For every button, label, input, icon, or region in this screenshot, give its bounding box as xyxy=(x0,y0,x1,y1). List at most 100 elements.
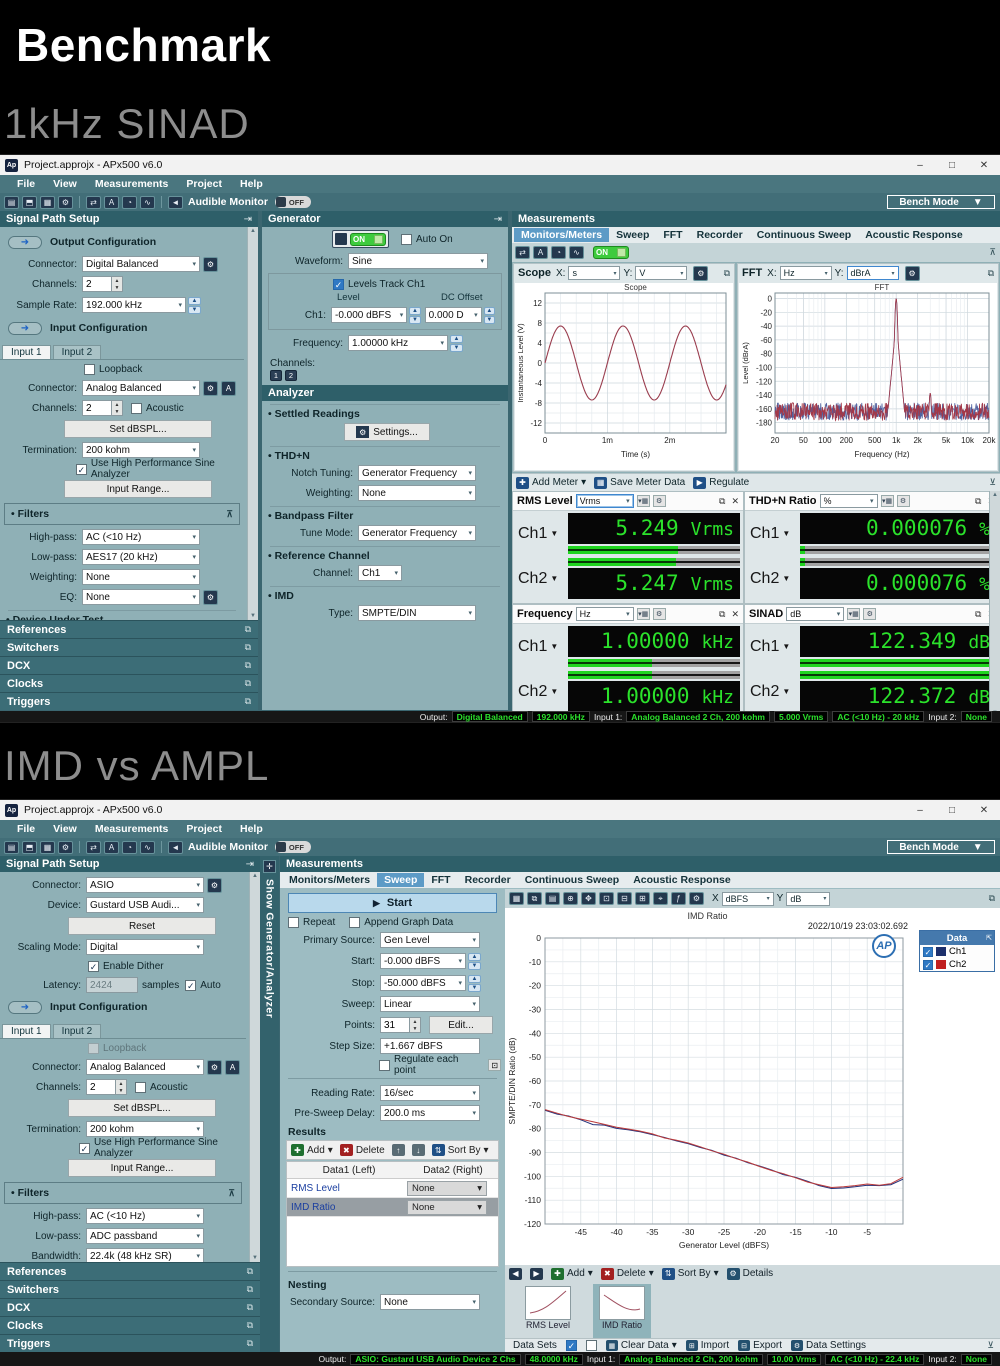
regulate-checkbox[interactable] xyxy=(378,1059,390,1071)
sidebar-item-switchers[interactable]: Switchers ⧉ xyxy=(0,638,258,656)
auto-on-checkbox[interactable] xyxy=(401,233,412,245)
sidebar-item-triggers[interactable]: Triggers ⧉ xyxy=(0,692,258,710)
graph-settings-icon[interactable]: ⚙ xyxy=(689,892,704,905)
channels-stepper[interactable]: 2 ▲ ▼ xyxy=(82,400,123,416)
levels-track-checkbox[interactable] xyxy=(333,278,344,290)
select-high-pass[interactable]: AC (<10 Hz) ▾ xyxy=(86,1208,204,1224)
reset-button[interactable]: Reset xyxy=(68,917,216,935)
menu-help[interactable]: Help xyxy=(239,178,263,190)
popout-icon[interactable]: ⧉ xyxy=(244,624,251,634)
add-meter-button[interactable]: ✚ Add Meter ▾ xyxy=(516,476,586,489)
move-down-button[interactable]: ↓ xyxy=(411,1144,425,1156)
select-eq[interactable]: None ▾ xyxy=(82,589,200,605)
menu-view[interactable]: View xyxy=(53,178,77,190)
select-termination[interactable]: 200 kohm ▾ xyxy=(86,1121,204,1137)
result-row[interactable]: IMD Ratio None ▾ xyxy=(287,1198,498,1217)
sequence-icon[interactable]: ∿ xyxy=(140,840,155,854)
grid-icon[interactable]: ⊞ xyxy=(635,892,650,905)
down-arrow-icon[interactable]: ▼ xyxy=(112,284,122,291)
popout-icon[interactable]: ⧉ xyxy=(987,267,994,278)
menu-help[interactable]: Help xyxy=(239,823,263,835)
sidebar-item-dcx[interactable]: DCX ⧉ xyxy=(0,656,258,674)
popout-icon[interactable]: ⧉ xyxy=(246,1266,253,1276)
zoom-out-icon[interactable]: ⊟ xyxy=(617,892,632,905)
tab-monitors-meters[interactable]: Monitors/Meters xyxy=(514,228,610,242)
set-dbspl----button[interactable]: Set dBSPL... xyxy=(68,1099,216,1117)
menu-measurements[interactable]: Measurements xyxy=(94,823,169,835)
scrollbar[interactable]: ▲▼ xyxy=(247,227,258,620)
channel-select[interactable]: Ch1 ▼ xyxy=(518,524,559,542)
menu-view[interactable]: View xyxy=(53,823,77,835)
popout-icon[interactable]: ⧉ xyxy=(975,608,982,619)
gear-icon[interactable]: ⚙ xyxy=(652,495,666,507)
auto-checkbox[interactable] xyxy=(185,979,197,991)
icon[interactable]: ⚙ xyxy=(791,1340,804,1351)
collapse-icon[interactable]: ⊼ xyxy=(989,247,996,257)
meter-unit-select[interactable]: % ▾ xyxy=(819,494,878,508)
popout-icon[interactable]: ⧉ xyxy=(723,267,730,278)
input-range----button[interactable]: Input Range... xyxy=(68,1159,216,1177)
select-pre-sweepdelay[interactable]: 200.0 ms ▾ xyxy=(380,1105,480,1121)
scrollbar[interactable]: ▲▼ xyxy=(989,491,1000,717)
select-high-pass[interactable]: AC (<10 Hz) ▾ xyxy=(82,529,200,545)
menu-measurements[interactable]: Measurements xyxy=(94,178,169,190)
pan-icon[interactable]: ✥ xyxy=(581,892,596,905)
sort-graph-button[interactable]: ⇅ Sort By ▾ xyxy=(661,1267,719,1280)
up-arrow-icon[interactable]: ▲ xyxy=(116,1080,126,1087)
points-stepper[interactable]: 31 ▲ ▼ xyxy=(380,1017,421,1033)
signal-path-icon[interactable]: ⇄ xyxy=(86,195,101,209)
gear-icon[interactable]: ⚙ xyxy=(896,495,910,507)
maximize-button[interactable]: □ xyxy=(948,804,956,816)
popout-icon[interactable]: ⧉ xyxy=(988,893,995,903)
sequence-icon[interactable]: ∿ xyxy=(140,195,155,209)
down-arrow-icon[interactable]: ▼ xyxy=(450,343,463,352)
export-button[interactable]: ⊟ Export xyxy=(738,1340,782,1351)
up-arrow-icon[interactable]: ▲ xyxy=(468,952,481,961)
sort-by-button[interactable]: ⇅ Sort By ▾ xyxy=(431,1144,489,1156)
close-button[interactable]: ✕ xyxy=(979,159,989,171)
gear-icon[interactable]: ⚙ xyxy=(863,608,877,620)
select-sweep[interactable]: Linear ▾ xyxy=(380,996,480,1012)
value-stepper[interactable]: ▲ ▼ xyxy=(468,952,481,970)
icon[interactable]: ▶ xyxy=(530,1267,543,1280)
dataset1-checkbox[interactable] xyxy=(565,1340,577,1351)
speaker-icon[interactable]: ◄ xyxy=(168,195,183,209)
open-project-icon[interactable]: ⬒ xyxy=(22,840,37,854)
pin-icon[interactable]: ⇥ xyxy=(493,213,502,225)
graph-y-unit-select[interactable]: dB ▾ xyxy=(786,891,831,906)
clear-data-button[interactable]: ▦ Clear Data ▾ xyxy=(605,1340,677,1351)
menu-file[interactable]: File xyxy=(17,823,36,835)
icon[interactable]: ✖ xyxy=(600,1267,614,1280)
monitor-icon[interactable]: ◔ xyxy=(122,840,137,854)
maximize-button[interactable]: □ xyxy=(948,159,956,171)
icon[interactable]: ↑ xyxy=(391,1144,405,1156)
channel-select[interactable]: Ch2 ▼ xyxy=(750,569,791,587)
value-stepper[interactable]: ▲ ▼ xyxy=(483,306,495,324)
start-button[interactable]: ▶ Start xyxy=(288,893,497,913)
set-dbspl----button[interactable]: Set dBSPL... xyxy=(64,420,212,438)
collapse-icon[interactable]: ⊼ xyxy=(228,1187,235,1198)
monitor-icon[interactable]: ◔ xyxy=(122,195,137,209)
icon[interactable]: ⇅ xyxy=(431,1144,445,1156)
down-arrow-icon[interactable]: ▼ xyxy=(410,1025,420,1032)
close-icon[interactable]: ✕ xyxy=(731,608,739,619)
import-button[interactable]: ⊞ Import xyxy=(685,1340,729,1351)
fft-y-unit-select[interactable]: dBrA ▾ xyxy=(846,266,899,280)
tab-fft[interactable]: FFT xyxy=(663,229,683,241)
settings-button[interactable]: ⚙ Settings... xyxy=(344,423,430,441)
tab-sweep[interactable]: Sweep xyxy=(616,229,650,241)
sequence-icon[interactable]: ∿ xyxy=(569,246,584,259)
select-connector[interactable]: Analog Balanced ▾ xyxy=(82,380,200,396)
delete-result-button[interactable]: ✖ Delete xyxy=(339,1144,385,1156)
legend-checkbox-ch1[interactable] xyxy=(923,946,933,957)
up-arrow-icon[interactable]: ▲ xyxy=(112,401,122,408)
result-data2-select[interactable]: None ▾ xyxy=(407,1199,487,1215)
select-connector[interactable]: Digital Balanced ▾ xyxy=(82,256,200,272)
icon[interactable]: ↓ xyxy=(411,1144,425,1156)
select-weighting[interactable]: None▾ xyxy=(358,485,476,501)
legend-checkbox-ch2[interactable] xyxy=(923,959,933,970)
up-arrow-icon[interactable]: ▲ xyxy=(188,296,201,305)
gear-icon[interactable]: ⚙ xyxy=(203,380,218,396)
pin-icon[interactable]: ⇥ xyxy=(245,858,254,870)
tab-sweep[interactable]: Sweep xyxy=(377,873,425,887)
